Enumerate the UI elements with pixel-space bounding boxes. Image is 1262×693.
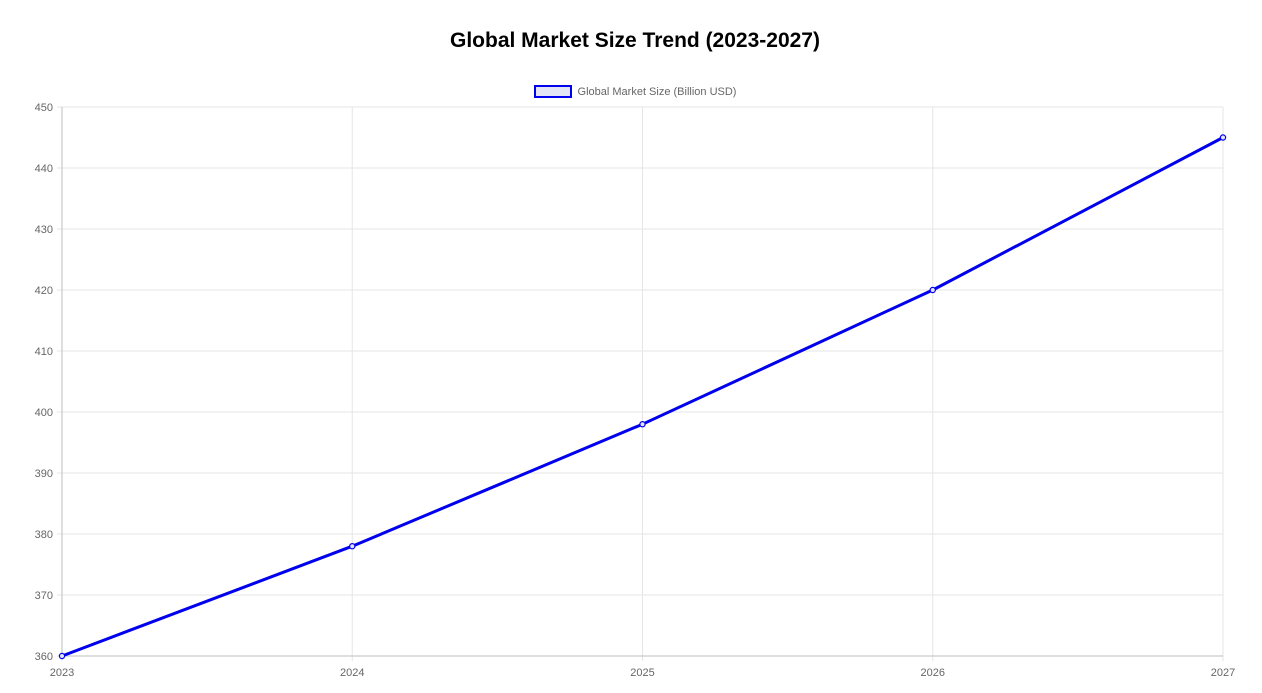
data-point [929,286,936,294]
y-tick-label: 410 [35,346,53,358]
x-tick-label: 2024 [340,667,364,679]
y-tick-label: 420 [35,285,53,297]
legend-label: Global Market Size (Billion USD) [577,85,737,98]
y-tick-label: 440 [35,163,53,175]
x-tick-label: 2027 [1211,667,1235,679]
y-tick-label: 400 [35,407,53,419]
y-tick-label: 380 [35,529,53,541]
chart-legend[interactable]: Global Market Size (Billion USD) [0,85,1262,98]
data-point [639,421,646,428]
x-tick-label: 2025 [630,667,654,679]
data-point [1219,134,1227,141]
data-point [349,543,356,550]
y-tick-label: 370 [35,590,53,602]
x-tick-label: 2023 [50,667,74,679]
x-tick-label: 2026 [921,667,945,679]
y-tick-label: 450 [35,102,53,114]
y-tick-label: 430 [35,224,53,236]
legend-swatch [533,85,572,98]
data-point [58,652,66,660]
y-tick-label: 360 [35,651,53,663]
chart-title: Global Market Size Trend (2023-2027) [450,29,820,52]
y-tick-label: 390 [35,468,53,480]
